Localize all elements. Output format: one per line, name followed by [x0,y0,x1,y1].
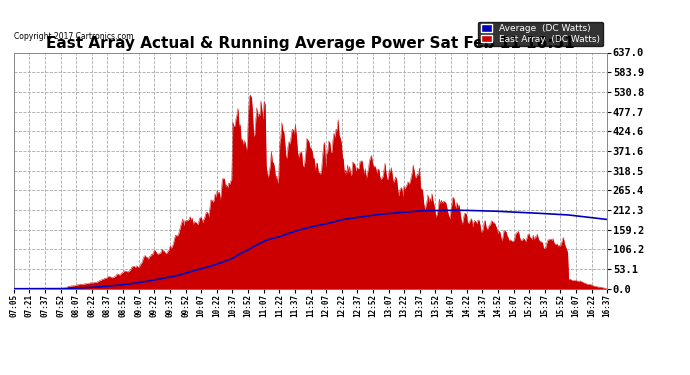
Title: East Array Actual & Running Average Power Sat Feb 11 16:51: East Array Actual & Running Average Powe… [46,36,575,51]
Text: Copyright 2017 Cartronics.com: Copyright 2017 Cartronics.com [14,32,133,41]
Legend: Average  (DC Watts), East Array  (DC Watts): Average (DC Watts), East Array (DC Watts… [478,22,602,46]
